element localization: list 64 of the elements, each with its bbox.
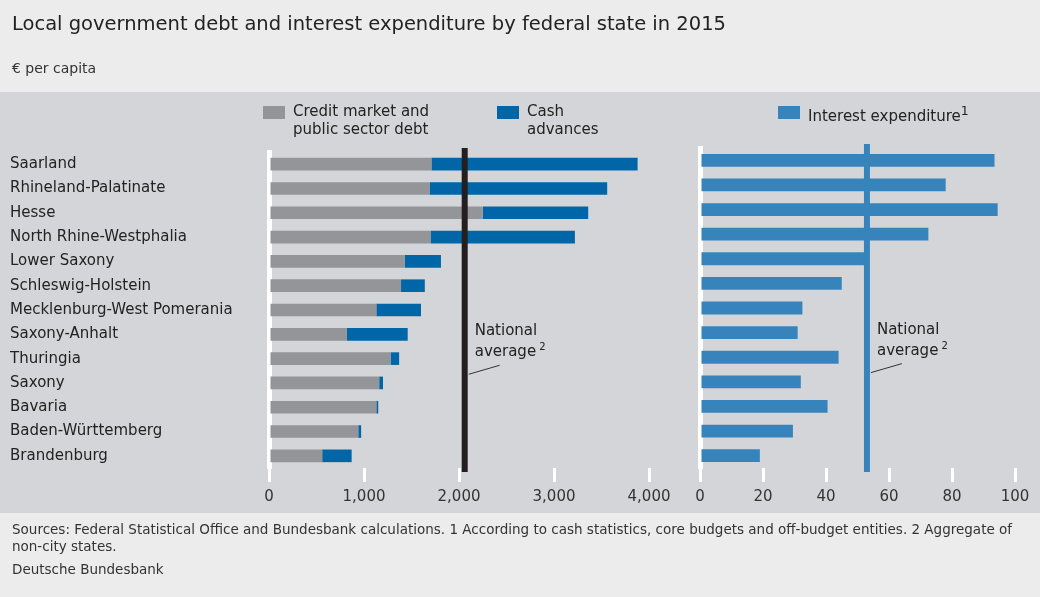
bar: [270, 352, 391, 365]
x-tick-label: 0: [264, 486, 274, 505]
text: € per capita: [12, 60, 97, 76]
bar: [270, 303, 377, 317]
source-note: Sources: Federal Statistical Office and Bundesbank calculations. 1 According to cash statistics, core budgets and off-budget entities. 2 Aggregate of non-city states.: [12, 521, 1014, 555]
bar: [430, 230, 575, 244]
legend-label: Interest expenditure$^{1}$: [808, 102, 969, 125]
chart-title: Local government debt and interest expenditure by federal state in 2015: [12, 12, 726, 35]
bar: [701, 375, 801, 389]
y-tick-label: Saarland: [10, 154, 77, 173]
bar: [270, 230, 431, 244]
x-tick-label: 4,000: [627, 486, 671, 505]
y-tick-label: Lower Saxony: [10, 251, 115, 270]
y-tick-label: Thuringia: [9, 348, 81, 367]
bar: [270, 425, 359, 438]
bar: [379, 376, 383, 390]
x-tick-label: 2,000: [437, 486, 481, 505]
y-tick-label: North Rhine-Westphalia: [10, 226, 187, 245]
x-tick-label: 20: [753, 486, 773, 505]
y-tick-label: Baden-Württemberg: [10, 421, 163, 440]
bar: [358, 425, 362, 438]
legend-label: Cash advances: [527, 102, 600, 138]
bar: [701, 350, 839, 364]
bar: [376, 303, 421, 317]
y-tick-label: Bavaria: [10, 397, 68, 416]
bar: [701, 424, 793, 438]
bar: [270, 376, 380, 390]
bar: [701, 400, 828, 413]
y-tick-label: Mecklenburg-West Pomerania: [10, 299, 233, 318]
y-tick-label: Hesse: [10, 202, 56, 221]
bar: [701, 326, 798, 340]
text: Deutsche Bundesbank: [12, 561, 165, 578]
bar: [270, 327, 347, 341]
bar: [270, 206, 483, 220]
x-tick-label: 60: [879, 486, 899, 505]
y-tick-label: Saxony: [10, 372, 65, 391]
x-tick-label: 1,000: [342, 486, 386, 505]
bar: [390, 352, 400, 365]
bar: [404, 255, 441, 268]
x-tick-label: 80: [942, 486, 962, 505]
bar: [482, 206, 589, 220]
y-tick-label: Rhineland-Palatinate: [10, 178, 166, 197]
bar: [431, 157, 638, 171]
bar: [701, 276, 842, 290]
bar: [270, 182, 430, 195]
bar: [270, 400, 377, 414]
bar: [270, 449, 323, 463]
bar: [346, 327, 408, 341]
bar: [701, 301, 803, 315]
bar: [270, 279, 402, 293]
y-tick-label: Saxony-Anhalt: [10, 324, 119, 343]
bar: [701, 449, 760, 463]
x-tick-label: 0: [695, 486, 705, 505]
legend-label: Credit market and public sector debt: [293, 102, 431, 138]
y-tick-label: Brandenburg: [10, 445, 108, 464]
bar: [270, 157, 432, 171]
x-tick-label: 40: [816, 486, 836, 505]
x-tick-label: 100: [1000, 486, 1030, 505]
bar: [429, 182, 608, 195]
x-tick-label: 3,000: [532, 486, 576, 505]
bar: [322, 449, 352, 463]
bar: [270, 255, 405, 268]
bar: [401, 279, 425, 293]
y-tick-label: Schleswig-Holstein: [10, 275, 152, 294]
